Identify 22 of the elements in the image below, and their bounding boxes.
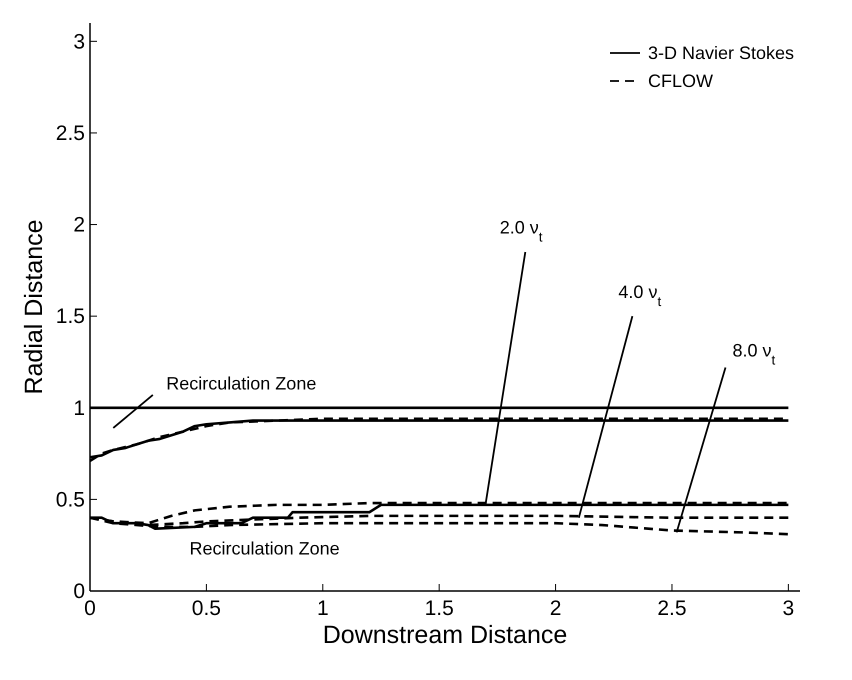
annotation: Recirculation Zone (166, 373, 316, 394)
annotation: 2.0 ν$_{t}$ (500, 218, 543, 244)
y-tick-label: 0 (73, 580, 85, 603)
x-tick-label: 0.5 (192, 597, 221, 620)
y-axis-title: Radial Distance (20, 219, 48, 395)
x-tick-label: 2 (550, 597, 562, 620)
x-tick-label: 1 (316, 597, 329, 620)
y-tick-label: 1 (73, 396, 85, 420)
legend-label: CFLOW (648, 71, 714, 91)
x-axis-title: Downstream Distance (322, 621, 568, 649)
y-tick-label: 2 (73, 214, 85, 237)
annotation: 8.0 ν$_{t}$ (732, 340, 776, 367)
x-tick-label: 2.5 (657, 597, 687, 620)
y-tick-label: 3 (73, 30, 85, 54)
annotation: Recirculation Zone (190, 538, 340, 558)
legend-label: 3-D Navier Stokes (648, 43, 794, 63)
y-tick-label: 2.5 (56, 122, 85, 145)
x-tick-label: 3 (782, 597, 794, 620)
annotation: 4.0 ν$_{t}$ (618, 282, 662, 308)
x-tick-label: 1.5 (424, 597, 454, 620)
y-tick-label: 1.5 (56, 305, 85, 328)
y-tick-label: 0.5 (56, 488, 85, 512)
